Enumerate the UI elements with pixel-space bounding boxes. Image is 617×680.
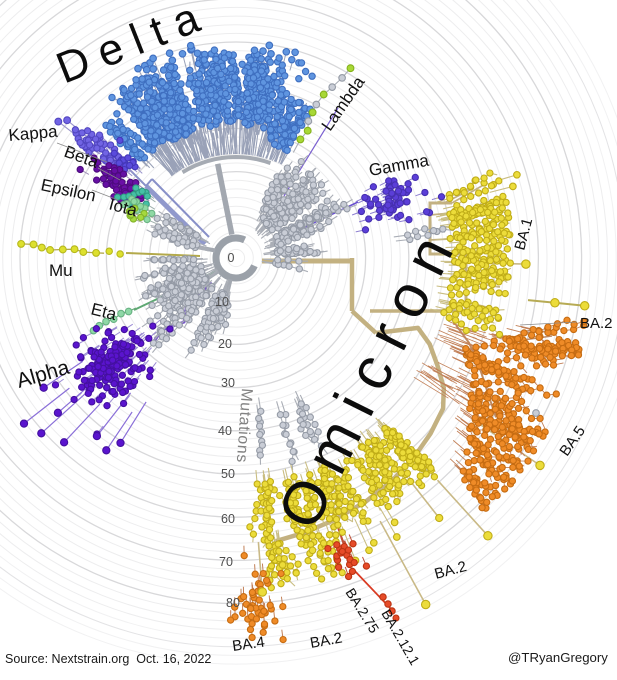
svg-text:60: 60 — [221, 512, 235, 526]
svg-text:70: 70 — [219, 555, 233, 569]
svg-text:80: 80 — [226, 596, 240, 610]
svg-text:30: 30 — [221, 376, 235, 390]
svg-text:Gamma: Gamma — [367, 151, 430, 180]
svg-text:BA.2: BA.2 — [433, 558, 469, 583]
svg-text:Source: Nextstrain.org Oct. 1: Source: Nextstrain.org Oct. 16, 2022 — [5, 652, 211, 666]
svg-text:Kappa: Kappa — [8, 122, 59, 145]
svg-text:BA.5: BA.5 — [556, 423, 589, 459]
svg-text:20: 20 — [218, 337, 232, 351]
svg-text:Mu: Mu — [49, 261, 73, 280]
svg-text:Mutations: Mutations — [233, 388, 255, 464]
svg-text:50: 50 — [221, 467, 235, 481]
svg-text:BA.2: BA.2 — [309, 630, 344, 652]
svg-text:BA.1: BA.1 — [511, 216, 536, 252]
svg-text:BA.2: BA.2 — [580, 315, 613, 332]
svg-text:BA.4: BA.4 — [231, 634, 266, 655]
svg-text:40: 40 — [218, 424, 232, 438]
svg-text:BA.2.12.1: BA.2.12.1 — [378, 607, 423, 668]
svg-text:10: 10 — [215, 295, 229, 309]
svg-text:Epsilon: Epsilon — [39, 175, 97, 205]
svg-text:0: 0 — [228, 251, 235, 265]
svg-text:@TRyanGregory: @TRyanGregory — [508, 650, 608, 665]
